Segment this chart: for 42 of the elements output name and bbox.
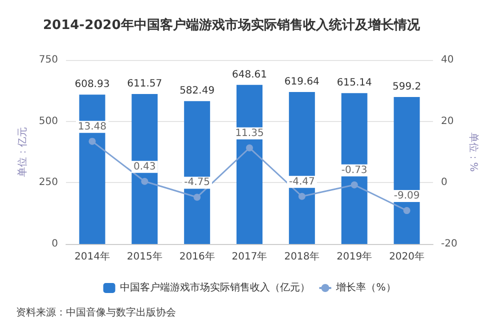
point	[88, 138, 96, 145]
x-tick-label: 2017年	[232, 250, 268, 262]
data-label: 582.49	[180, 86, 215, 97]
point	[141, 178, 148, 185]
data-label: 13.48	[78, 121, 107, 132]
legend-label: 中国客户端游戏市场实际销售收入（亿元）	[120, 282, 310, 294]
y-axis-title: 单位：亿元	[16, 127, 29, 177]
data-label: 619.64	[284, 76, 320, 88]
x-tick-label: 2016年	[179, 250, 215, 262]
x-tick-label: 2014年	[74, 250, 110, 262]
y2-tick-label: 0	[441, 177, 448, 188]
y2-tick-label: 20	[441, 116, 454, 127]
data-label: -4.47	[288, 176, 315, 188]
data-label: 11.35	[235, 128, 264, 139]
y-tick-label: 500	[38, 116, 58, 127]
chart-title: 2014-2020年中国客户端游戏市场实际销售收入统计及增长情况	[43, 17, 421, 33]
y-tick-label: 750	[38, 54, 58, 66]
point	[403, 207, 410, 214]
data-label: -4.75	[184, 177, 210, 188]
y-tick-label: 250	[38, 177, 58, 188]
data-label: 611.57	[127, 78, 162, 90]
y2-axis-title: 单位：%	[468, 132, 480, 172]
point	[246, 144, 253, 152]
text: 资料来源：中国音像与数字出版协会	[16, 306, 176, 318]
x-tick-label: 2015年	[126, 250, 162, 262]
data-label: 0.43	[134, 161, 156, 172]
data-label: -9.09	[394, 190, 420, 202]
y-tick-label: 0	[52, 238, 58, 250]
x-tick-label: 2019年	[336, 250, 372, 262]
data-label: -0.73	[341, 164, 368, 176]
data-label: 615.14	[336, 78, 372, 89]
point	[298, 192, 306, 200]
data-label: 648.61	[232, 69, 267, 80]
y2-tick-label: -20	[441, 238, 458, 250]
data-label: 608.93	[74, 79, 110, 90]
x-tick-label: 2020年	[389, 250, 425, 262]
data-label: 599.2	[392, 81, 422, 92]
x-tick-label: 2018年	[284, 250, 320, 262]
point	[350, 181, 358, 188]
y2-tick-label: 40	[441, 54, 454, 66]
legend-label: 增长率（%）	[335, 282, 396, 294]
point	[194, 194, 201, 201]
